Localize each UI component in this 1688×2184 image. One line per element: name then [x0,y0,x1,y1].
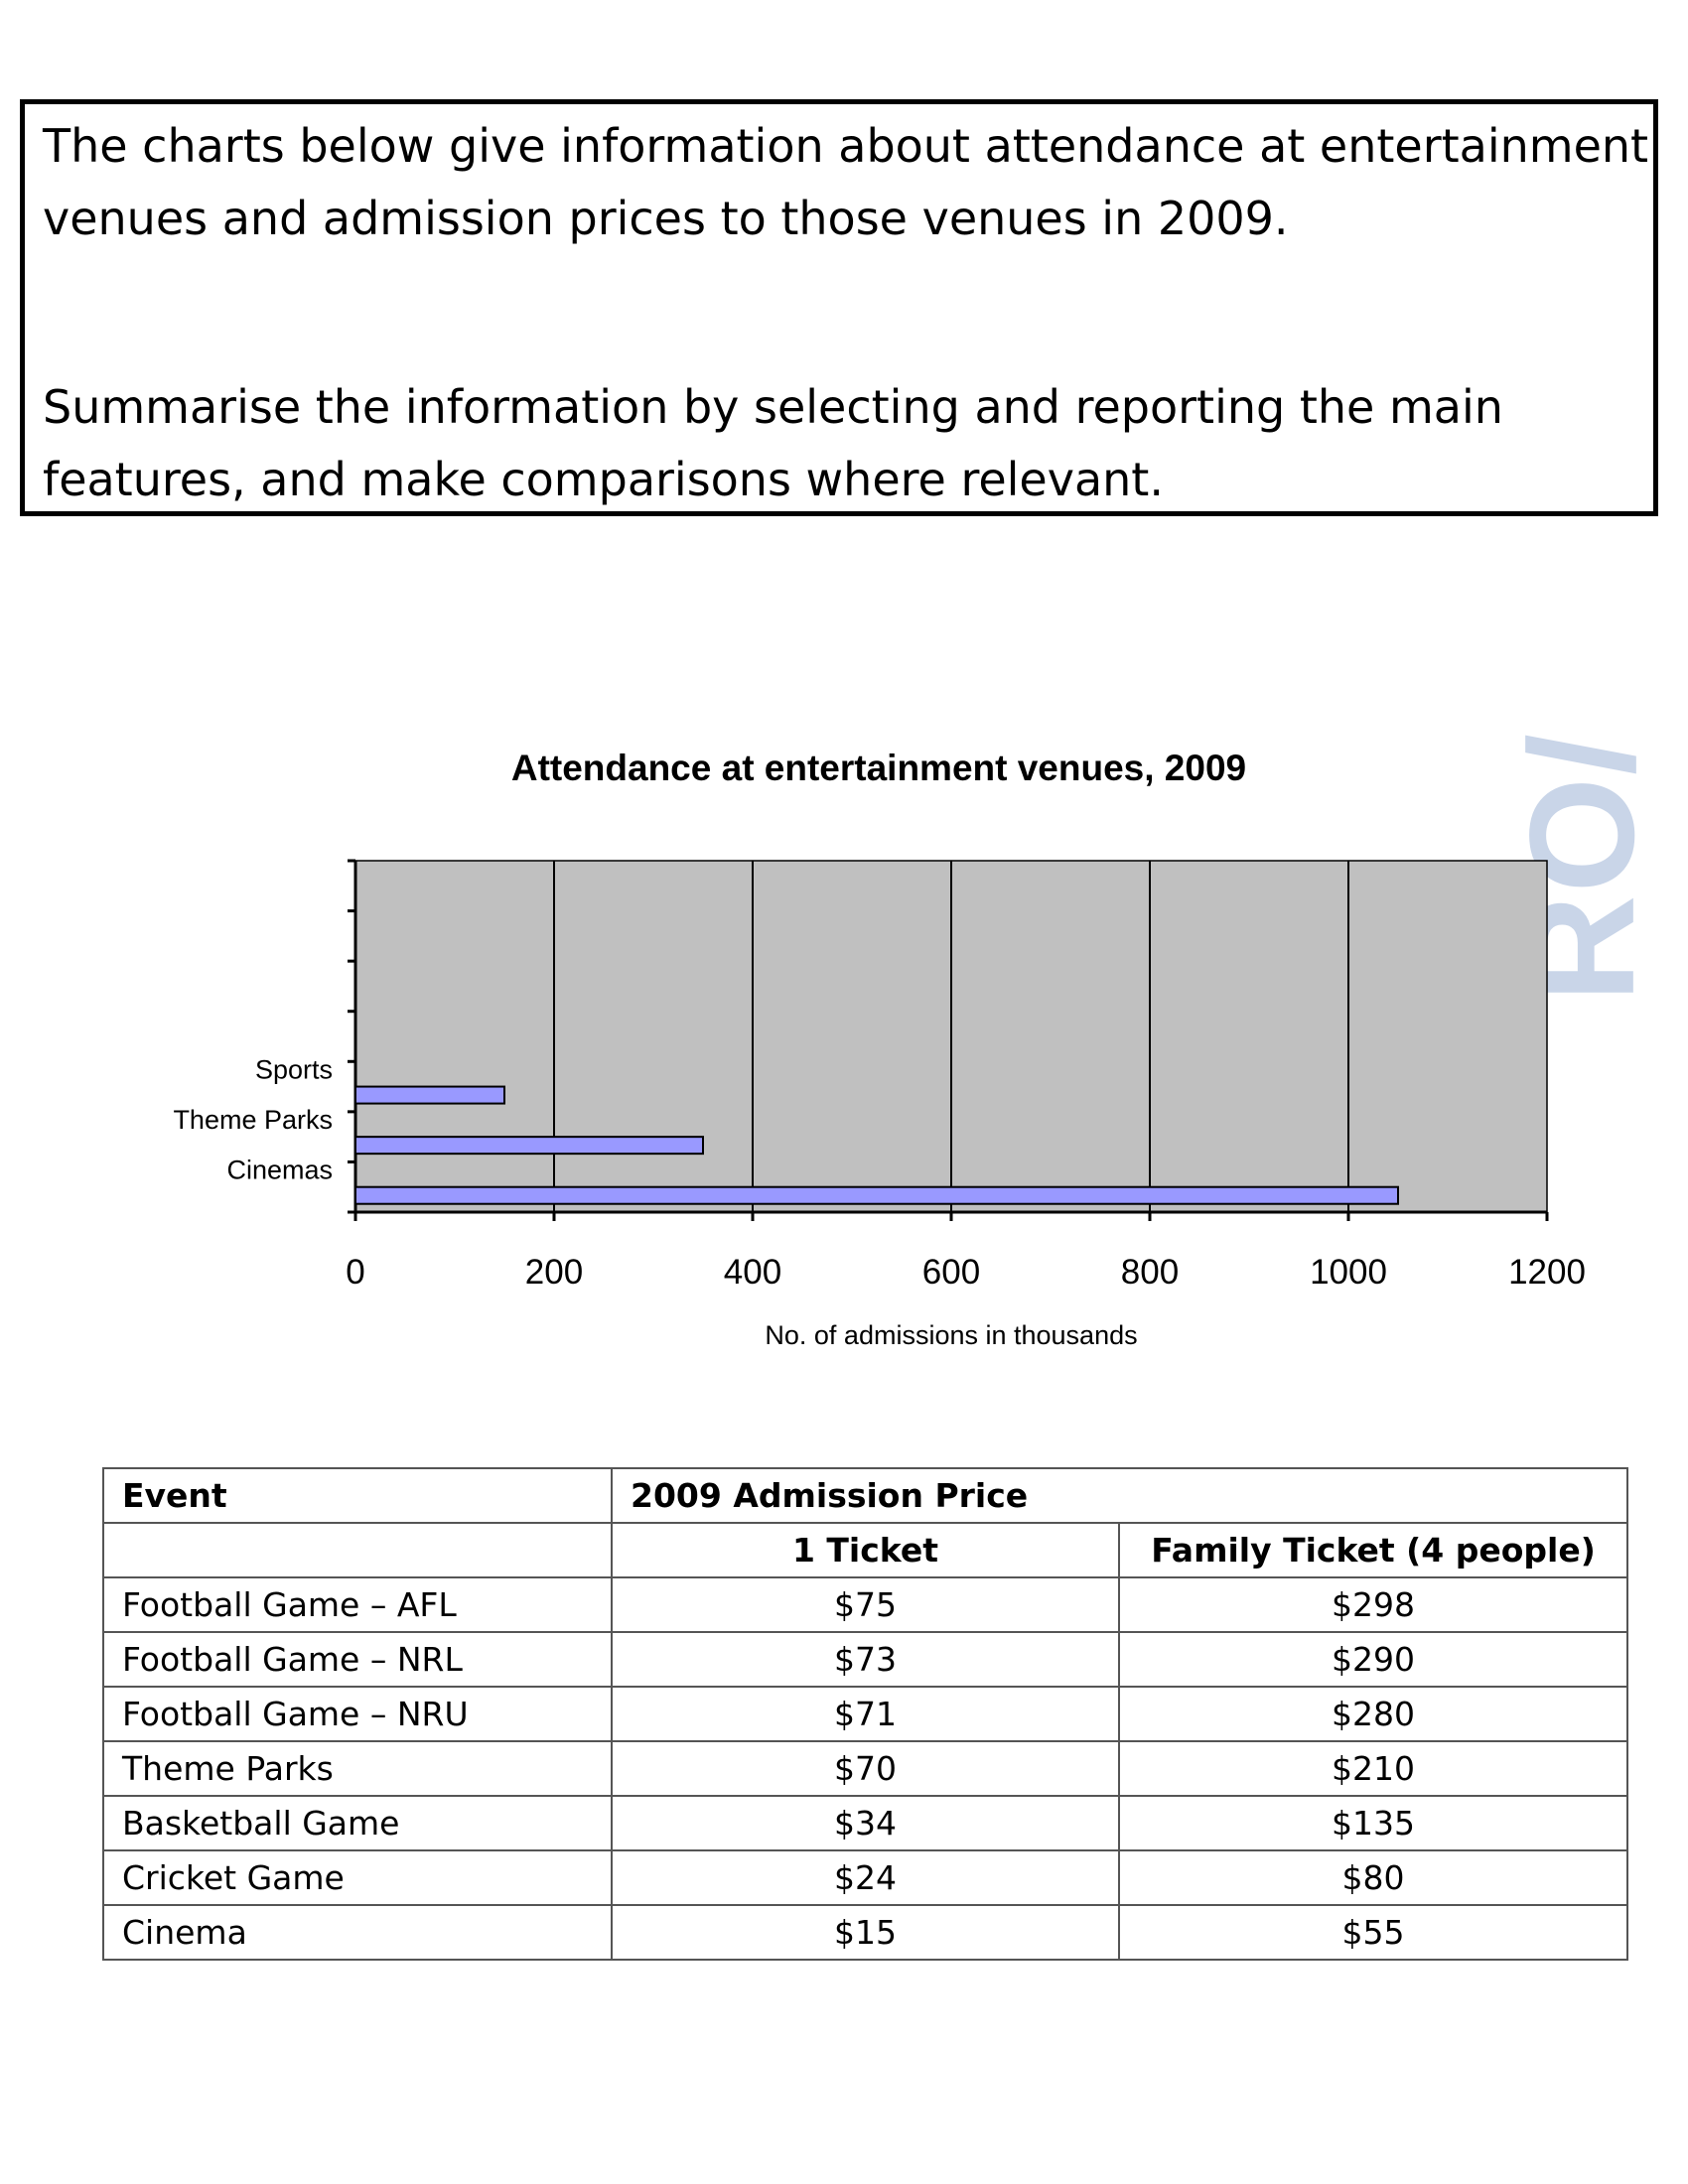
cell-family-ticket: $135 [1117,1795,1629,1851]
subheader-one-ticket: 1 Ticket [611,1522,1120,1578]
cell-one-ticket: $75 [611,1576,1120,1633]
cell-one-ticket: $70 [611,1740,1120,1797]
subheader-empty [102,1522,613,1578]
y-axis [348,859,357,1214]
cell-family-ticket: $290 [1117,1631,1629,1688]
attendance-chart: Attendance at entertainment venues, 2009… [173,748,1586,1350]
cell-one-ticket: $73 [611,1631,1120,1688]
x-tick-label: 1200 [1508,1253,1586,1292]
chart-title: Attendance at entertainment venues, 2009 [511,748,1246,788]
bar [354,1085,505,1105]
x-tick-label: 800 [1121,1253,1179,1292]
x-axis-label: No. of admissions in thousands [765,1320,1137,1350]
table-row: Basketball Game $34 $135 [102,1795,1629,1851]
table-row: Theme Parks $70 $210 [102,1740,1629,1797]
cell-event: Football Game – NRL [102,1631,613,1688]
cell-family-ticket: $80 [1117,1849,1629,1906]
subheader-family-ticket: Family Ticket (4 people) [1117,1522,1629,1578]
bar [354,1185,1399,1205]
table-row: Cricket Game $24 $80 [102,1849,1629,1906]
cell-one-ticket: $34 [611,1795,1120,1851]
table-row: Football Game – NRU $71 $280 [102,1686,1629,1742]
task-line-1: The charts below give information about … [43,119,1649,173]
table-row: Football Game – NRL $73 $290 [102,1631,1629,1688]
task-prompt-box: The charts below give information about … [20,99,1658,516]
cell-family-ticket: $298 [1117,1576,1629,1633]
category-label: Cinemas [226,1156,333,1185]
x-tick-label: 200 [525,1253,583,1292]
task-line-4: features, and make comparisons where rel… [43,453,1164,506]
table-body: Football Game – AFL $75 $298 Football Game … [102,1576,1629,1961]
bars [354,1085,1399,1205]
admission-price-table: Event 2009 Admission Price 1 Ticket Fami… [102,1467,1629,1961]
bar [354,1136,704,1156]
cell-event: Cinema [102,1904,613,1961]
table-row: Cinema $15 $55 [102,1904,1629,1961]
table-row: Football Game – AFL $75 $298 [102,1576,1629,1633]
cell-one-ticket: $71 [611,1686,1120,1742]
task-line-3: Summarise the information by selecting a… [43,380,1503,434]
x-axis [353,1210,1549,1221]
cell-one-ticket: $24 [611,1849,1120,1906]
cell-one-ticket: $15 [611,1904,1120,1961]
category-label: Sports [255,1055,333,1085]
x-tick-label: 600 [922,1253,980,1292]
x-tick-label: 400 [724,1253,781,1292]
table-subheader-row: 1 Ticket Family Ticket (4 people) [102,1522,1629,1578]
x-tick-label: 0 [346,1253,364,1292]
cell-family-ticket: $55 [1117,1904,1629,1961]
header-admission-price: 2009 Admission Price [610,1467,1629,1524]
cell-event: Cricket Game [102,1849,613,1906]
cell-event: Basketball Game [102,1795,613,1851]
category-labels: Sports Theme Parks Cinemas [173,1055,333,1185]
header-event: Event [102,1467,613,1524]
category-label: Theme Parks [173,1105,333,1135]
table-header-row: Event 2009 Admission Price [102,1467,1629,1524]
cell-event: Football Game – NRU [102,1686,613,1742]
cell-family-ticket: $210 [1117,1740,1629,1797]
x-tick-label: 1000 [1310,1253,1387,1292]
cell-event: Football Game – AFL [102,1576,613,1633]
cell-family-ticket: $280 [1117,1686,1629,1742]
tick-labels: 0 200 400 600 800 1000 1200 [346,1253,1586,1292]
cell-event: Theme Parks [102,1740,613,1797]
task-line-2: venues and admission prices to those ven… [43,192,1289,245]
